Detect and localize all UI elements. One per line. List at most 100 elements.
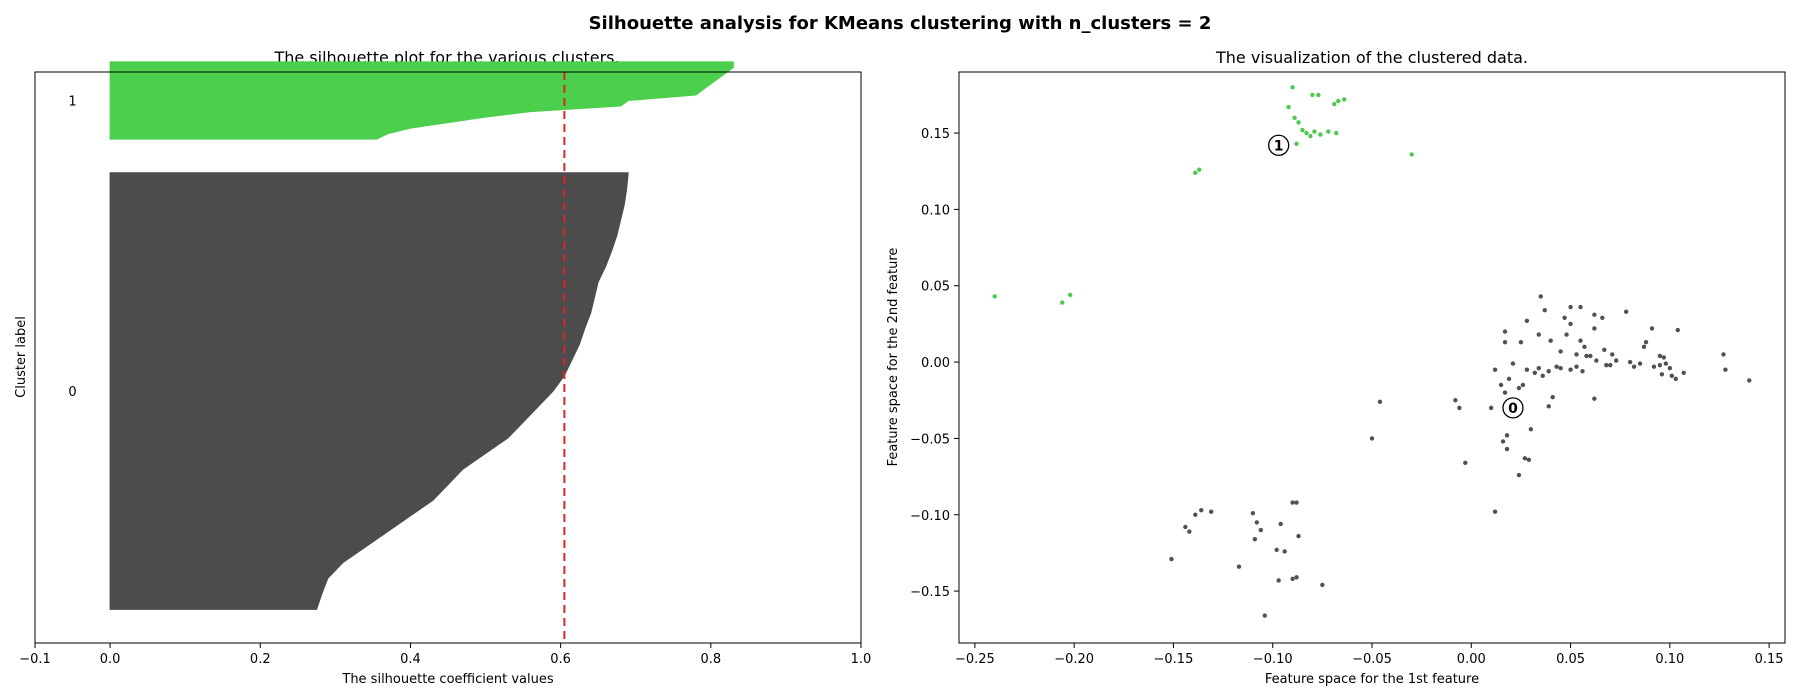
cluster-center-label-1: 1	[1274, 138, 1284, 154]
scatter-point-cluster-0	[1584, 353, 1589, 359]
scatter-point-cluster-1	[1332, 101, 1337, 107]
scatter-point-cluster-0	[1578, 338, 1583, 343]
scatter-x-tick-label: 0.15	[1755, 652, 1784, 667]
scatter-y-label: Feature space for the 2nd feature	[886, 248, 901, 467]
scatter-point-cluster-1	[1308, 133, 1313, 139]
scatter-point-cluster-1	[1193, 170, 1198, 175]
scatter-point-cluster-0	[1657, 362, 1663, 368]
scatter-point-cluster-0	[1282, 549, 1287, 554]
scatter-point-cluster-0	[1667, 365, 1673, 371]
scatter-x-ticks: −0.25 −0.20 −0.15 −0.10 −0.05 0.00 0.05 0.10 0.1…	[955, 643, 1784, 667]
scatter-point-cluster-0	[1554, 364, 1559, 369]
scatter-point-cluster-0	[1463, 460, 1468, 466]
scatter-point-cluster-0	[1550, 394, 1555, 400]
scatter-point-cluster-0	[1522, 456, 1528, 461]
scatter-point-cluster-1	[1326, 129, 1331, 134]
scatter-y-ticks: −0.15 −0.10 −0.05 0.00 0.05 0.10 0.15	[910, 127, 959, 600]
scatter-point-cluster-1	[1318, 132, 1323, 137]
scatter-point-cluster-0	[1663, 361, 1669, 366]
scatter-point-cluster-0	[1548, 338, 1553, 343]
cluster-scatter-plot: The visualization of the clustered data.…	[886, 48, 1786, 687]
scatter-point-cluster-0	[1193, 512, 1198, 517]
scatter-y-tick-label: −0.15	[910, 585, 950, 600]
scatter-point-cluster-0	[1651, 364, 1657, 369]
scatter-point-cluster-1	[1197, 167, 1202, 172]
scatter-point-cluster-0	[1504, 446, 1510, 452]
scatter-point-cluster-0	[1510, 361, 1516, 366]
scatter-point-cluster-0	[1675, 327, 1680, 333]
silhouette-band-cluster-0	[109, 172, 629, 610]
silhouette-x-tick-label: 0.2	[250, 652, 271, 667]
scatter-point-cluster-0	[1594, 358, 1599, 363]
scatter-y-tick-label: 0.15	[921, 127, 950, 142]
scatter-x-tick-label: 0.10	[1655, 652, 1684, 667]
scatter-point-cluster-0	[1568, 321, 1573, 327]
scatter-point-cluster-0	[1252, 536, 1258, 542]
scatter-point-cluster-0	[1623, 309, 1629, 314]
scatter-y-tick-label: 0.00	[921, 356, 950, 371]
silhouette-plot: The silhouette plot for the various clus…	[14, 48, 871, 687]
scatter-point-cluster-0	[1747, 378, 1752, 383]
scatter-point-cluster-1	[1409, 152, 1414, 157]
scatter-x-tick-label: −0.15	[1154, 652, 1194, 667]
scatter-point-cluster-0	[1546, 404, 1551, 409]
scatter-point-cluster-1	[1304, 130, 1309, 136]
scatter-point-cluster-0	[1504, 433, 1510, 438]
scatter-point-cluster-0	[1294, 575, 1299, 580]
scatter-point-cluster-0	[1540, 373, 1545, 379]
scatter-point-cluster-1	[1286, 104, 1291, 110]
scatter-x-tick-label: −0.10	[1253, 652, 1293, 667]
scatter-point-cluster-0	[1641, 344, 1647, 350]
scatter-point-cluster-0	[1520, 382, 1526, 388]
scatter-point-cluster-0	[1723, 367, 1728, 372]
scatter-point-cluster-0	[1290, 576, 1295, 582]
scatter-point-cluster-0	[1604, 362, 1609, 368]
scatter-plot-area: 01	[992, 85, 1752, 618]
scatter-point-cluster-0	[1294, 500, 1299, 505]
scatter-point-cluster-0	[1524, 367, 1530, 372]
scatter-point-cluster-0	[1562, 315, 1567, 321]
scatter-point-cluster-0	[1199, 507, 1204, 513]
scatter-point-cluster-0	[1568, 367, 1573, 372]
cluster-center-marker-1	[1268, 134, 1290, 156]
scatter-point-cluster-1	[1067, 292, 1073, 298]
scatter-point-cluster-0	[1187, 529, 1192, 534]
scatter-point-cluster-0	[1502, 329, 1508, 334]
silhouette-x-label: The silhouette coefficient values	[341, 672, 553, 687]
scatter-point-cluster-0	[1542, 307, 1547, 313]
scatter-point-cluster-0	[1492, 367, 1498, 372]
scatter-point-cluster-0	[1582, 344, 1587, 350]
scatter-point-cluster-0	[1614, 358, 1619, 363]
scatter-point-cluster-0	[1536, 365, 1541, 371]
scatter-point-cluster-0	[1637, 361, 1643, 366]
silhouette-cluster-label-0: 0	[68, 385, 76, 400]
scatter-point-cluster-0	[1673, 376, 1678, 382]
scatter-point-cluster-0	[1578, 304, 1583, 310]
scatter-point-cluster-1	[1060, 300, 1065, 305]
scatter-point-cluster-0	[1659, 372, 1665, 377]
silhouette-y-label: Cluster label	[14, 316, 29, 398]
scatter-y-tick-label: 0.10	[921, 203, 950, 218]
silhouette-x-ticks: −0.1 0.0 0.2 0.4 0.6 0.8 1.0	[19, 643, 871, 667]
scatter-x-tick-label: 0.05	[1556, 652, 1585, 667]
scatter-point-cluster-0	[1516, 472, 1522, 478]
scatter-point-cluster-0	[1457, 405, 1462, 411]
scatter-point-cluster-0	[1502, 390, 1508, 395]
scatter-point-cluster-0	[1546, 369, 1551, 374]
scatter-point-cluster-0	[1592, 312, 1597, 317]
scatter-point-cluster-0	[1250, 511, 1256, 516]
scatter-point-cluster-0	[1538, 294, 1543, 299]
scatter-x-tick-label: −0.05	[1352, 652, 1392, 667]
silhouette-x-tick-label: 0.0	[100, 652, 121, 667]
cluster-center-label-0: 0	[1508, 401, 1518, 417]
silhouette-x-tick-label: −0.1	[19, 652, 51, 667]
silhouette-band-cluster-1	[109, 61, 734, 140]
scatter-point-cluster-0	[1588, 353, 1593, 359]
scatter-point-cluster-0	[1558, 365, 1563, 371]
scatter-x-tick-label: 0.00	[1457, 652, 1486, 667]
scatter-point-cluster-0	[1580, 369, 1585, 374]
scatter-point-cluster-0	[1236, 564, 1242, 569]
scatter-point-cluster-1	[992, 294, 997, 299]
silhouette-plot-area: 01	[68, 61, 734, 643]
scatter-point-cluster-0	[1661, 355, 1667, 360]
